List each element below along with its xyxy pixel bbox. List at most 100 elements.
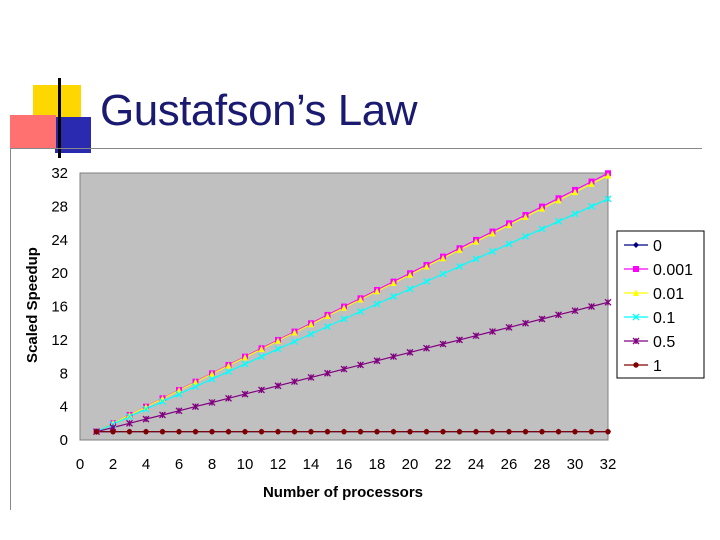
legend-marker-1 bbox=[633, 266, 639, 272]
data-point bbox=[142, 405, 150, 413]
data-point bbox=[274, 382, 282, 390]
y-axis-label: Scaled Speedup bbox=[24, 247, 41, 363]
data-point bbox=[225, 394, 232, 402]
data-point bbox=[242, 353, 248, 361]
data-point bbox=[308, 428, 314, 435]
x-tick-16: 16 bbox=[336, 456, 353, 473]
x-tick-28: 28 bbox=[534, 456, 551, 473]
vertical-line-decoration bbox=[58, 78, 61, 158]
legend-label-2: 0.01 bbox=[653, 286, 684, 303]
series-markers bbox=[93, 170, 612, 436]
data-point bbox=[440, 428, 446, 435]
data-point bbox=[291, 338, 298, 346]
page-title: Gustafson’s Law bbox=[100, 86, 417, 135]
data-point bbox=[143, 428, 149, 435]
data-point bbox=[275, 337, 281, 344]
data-point bbox=[407, 428, 413, 435]
data-point bbox=[456, 428, 463, 435]
data-point bbox=[522, 319, 529, 327]
x-tick-30: 30 bbox=[567, 456, 584, 473]
data-point bbox=[225, 362, 232, 369]
data-point bbox=[538, 315, 546, 323]
data-point bbox=[407, 271, 413, 278]
data-point bbox=[159, 411, 166, 419]
data-point bbox=[555, 311, 562, 319]
data-point bbox=[110, 428, 116, 435]
legend-label-3: 0.1 bbox=[653, 310, 675, 327]
x-tick-0: 0 bbox=[76, 456, 84, 473]
data-point bbox=[423, 278, 430, 285]
y-tick-12: 12 bbox=[51, 332, 68, 349]
data-point bbox=[505, 240, 513, 248]
legend-label-4: 0.5 bbox=[653, 334, 675, 351]
y-tick-28: 28 bbox=[51, 198, 68, 215]
data-point bbox=[324, 428, 331, 435]
data-point bbox=[192, 383, 199, 391]
data-point bbox=[439, 270, 447, 278]
data-point bbox=[604, 195, 612, 203]
data-point bbox=[192, 403, 199, 411]
data-point bbox=[357, 308, 364, 315]
data-point bbox=[555, 196, 562, 204]
data-point bbox=[605, 172, 611, 179]
data-point bbox=[208, 398, 216, 406]
data-point bbox=[340, 315, 348, 323]
red-square-decoration bbox=[10, 115, 56, 149]
data-point bbox=[522, 213, 529, 220]
data-point bbox=[423, 262, 430, 270]
legend-marker-2 bbox=[633, 289, 639, 296]
data-point bbox=[175, 390, 183, 398]
legend-label-1: 0.001 bbox=[653, 262, 693, 279]
data-point bbox=[489, 247, 496, 255]
data-point bbox=[440, 254, 446, 262]
legend: 0 0.001 0.01 0.1 0.5 1 bbox=[616, 230, 705, 379]
data-point bbox=[258, 386, 265, 394]
x-tick-labels: 0 2 4 6 8 10 12 14 16 18 20 22 24 26 28 30 32 bbox=[76, 456, 617, 473]
data-point bbox=[374, 428, 380, 435]
data-point bbox=[291, 378, 298, 386]
data-point bbox=[340, 365, 348, 373]
data-point bbox=[126, 428, 133, 435]
x-tick-20: 20 bbox=[402, 456, 419, 473]
data-point bbox=[159, 398, 166, 406]
data-point bbox=[456, 246, 463, 253]
data-point bbox=[489, 229, 496, 237]
data-point bbox=[126, 413, 133, 421]
x-tick-22: 22 bbox=[435, 456, 452, 473]
data-point bbox=[274, 345, 282, 353]
data-point bbox=[406, 348, 414, 356]
data-point bbox=[522, 428, 529, 435]
data-point bbox=[275, 428, 281, 435]
x-tick-2: 2 bbox=[109, 456, 117, 473]
data-point bbox=[341, 428, 347, 435]
data-point bbox=[572, 428, 578, 435]
data-point bbox=[374, 287, 380, 295]
legend-marker-0 bbox=[633, 242, 639, 248]
data-point bbox=[571, 210, 579, 218]
data-point bbox=[572, 188, 578, 196]
data-point bbox=[208, 375, 216, 383]
data-point bbox=[489, 428, 496, 435]
data-point bbox=[225, 368, 232, 376]
y-tick-24: 24 bbox=[51, 232, 68, 249]
data-point bbox=[555, 217, 562, 225]
title-divider-line bbox=[10, 148, 702, 149]
data-point bbox=[209, 428, 215, 435]
legend-marker-3 bbox=[632, 313, 640, 321]
data-point bbox=[192, 378, 199, 386]
data-point bbox=[588, 180, 595, 187]
data-point bbox=[225, 428, 232, 435]
y-tick-0: 0 bbox=[60, 432, 68, 449]
data-point bbox=[241, 390, 249, 398]
data-point bbox=[472, 255, 480, 263]
data-point bbox=[175, 407, 183, 415]
data-point bbox=[126, 419, 133, 427]
data-point bbox=[472, 332, 480, 340]
left-border-line bbox=[10, 148, 11, 510]
data-point bbox=[258, 353, 265, 361]
data-point bbox=[291, 329, 298, 336]
data-point bbox=[473, 238, 479, 245]
data-point bbox=[538, 225, 546, 233]
data-point bbox=[291, 428, 298, 435]
y-tick-labels: 0 4 8 12 16 20 24 28 32 bbox=[51, 165, 68, 449]
